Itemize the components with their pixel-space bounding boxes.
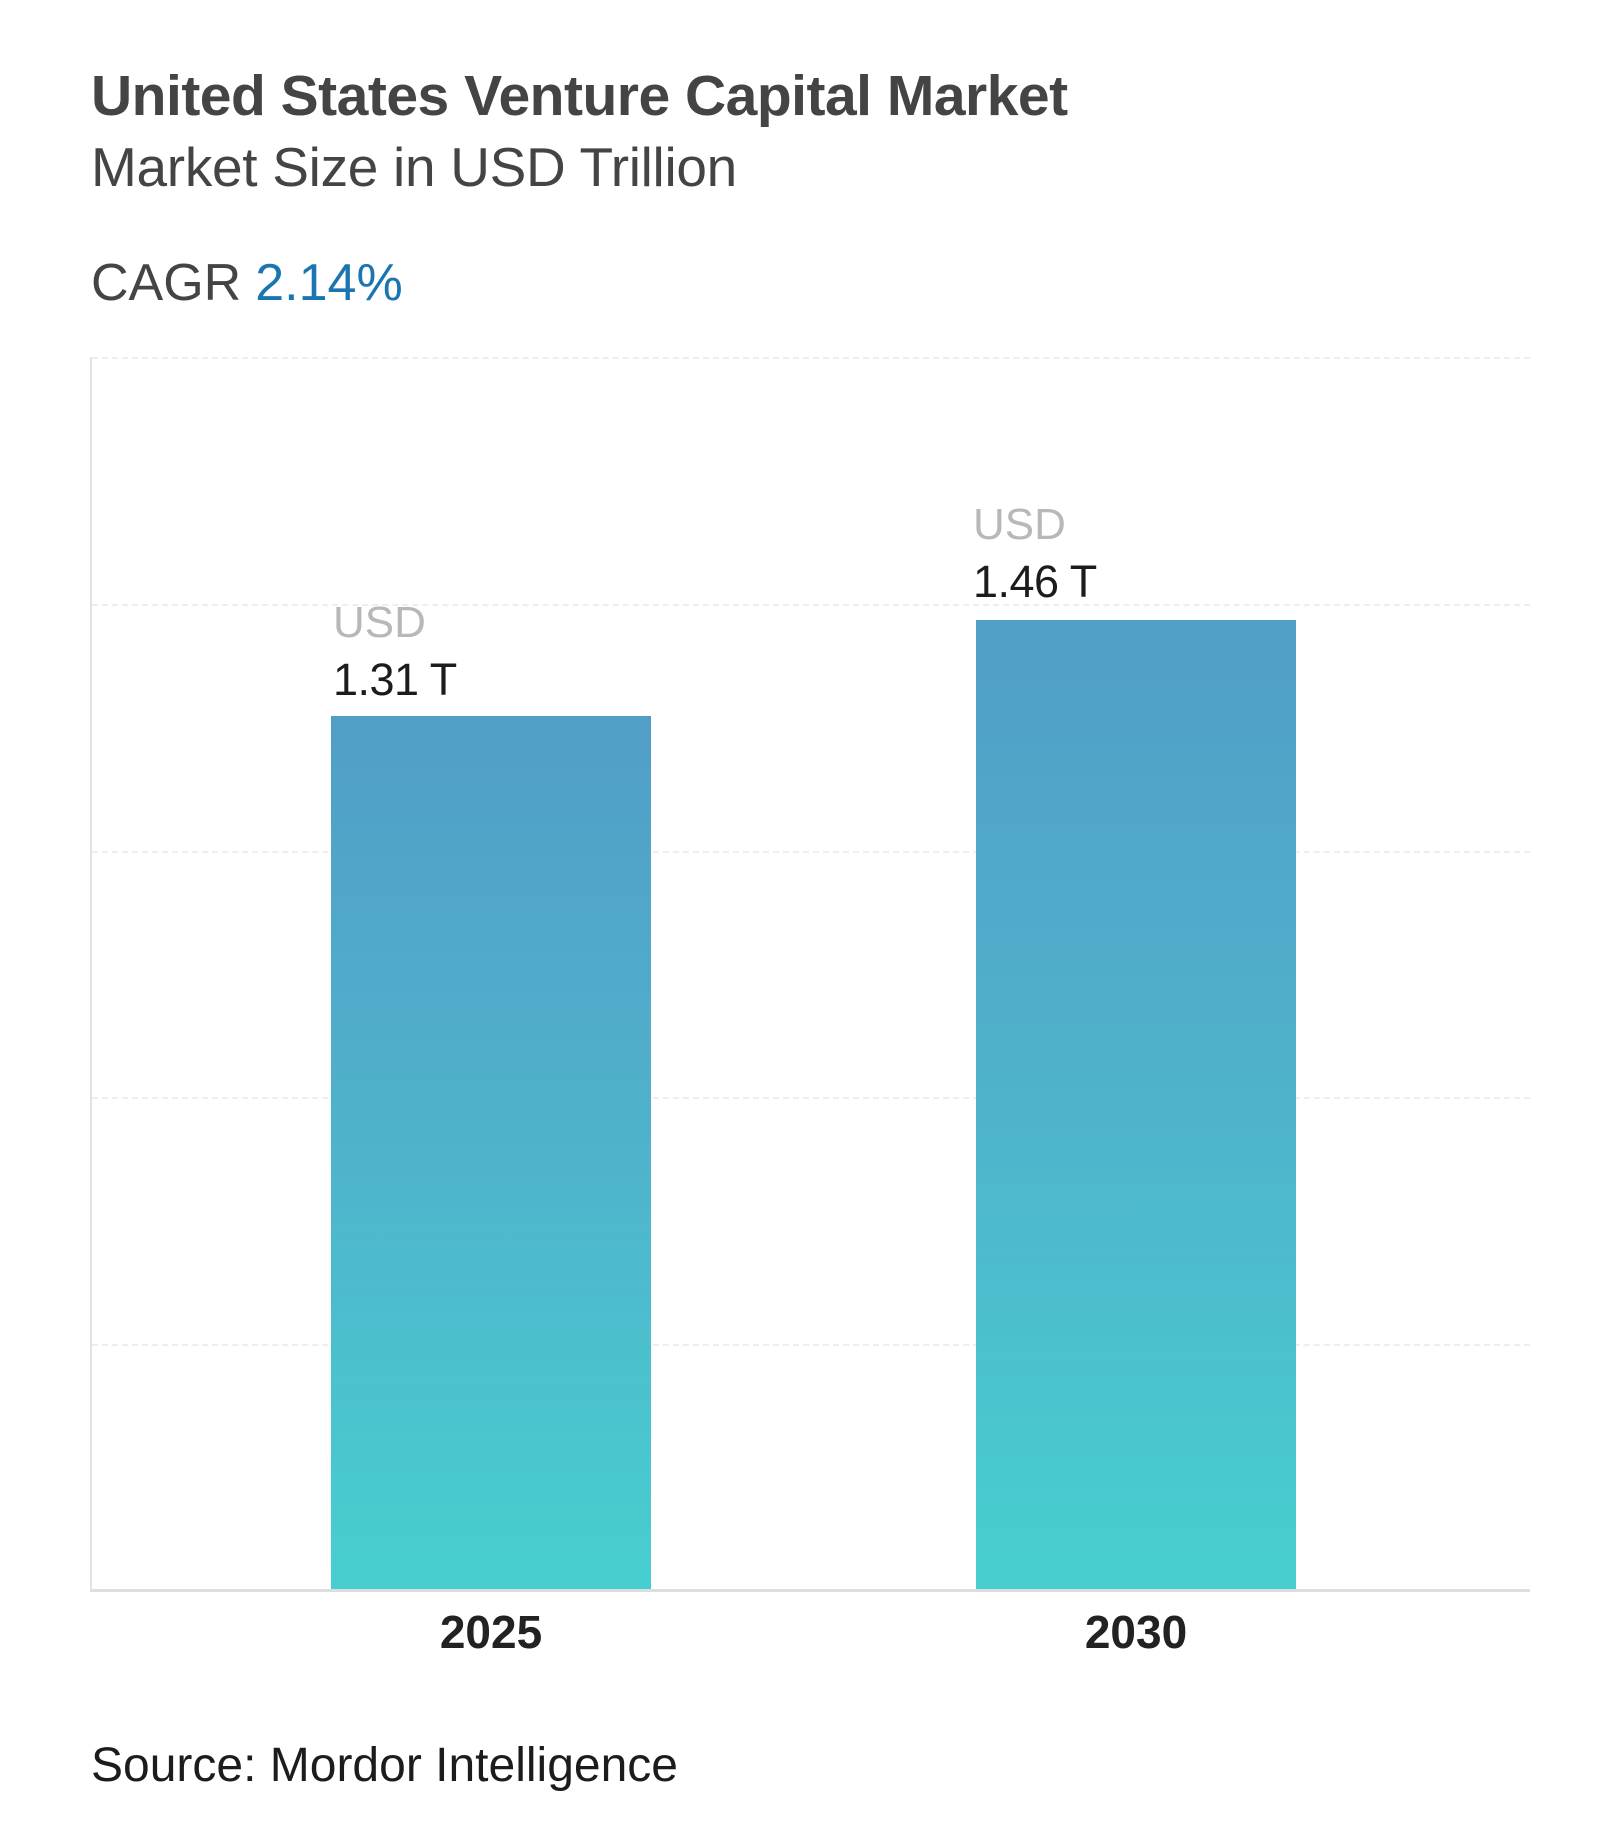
cagr-value: 2.14% bbox=[255, 254, 403, 312]
gridline bbox=[92, 604, 1530, 606]
x-tick-label-2025: 2025 bbox=[439, 1606, 543, 1658]
bar-label-2025: USD 1.31 T bbox=[333, 598, 457, 705]
cagr-annotation: CAGR 2.14% bbox=[91, 257, 403, 309]
bar-unit: USD bbox=[333, 598, 426, 647]
bar-unit: USD bbox=[973, 500, 1066, 549]
gridline bbox=[92, 1097, 1530, 1099]
bar-2025 bbox=[331, 716, 651, 1589]
chart-subtitle: Market Size in USD Trillion bbox=[91, 136, 737, 198]
x-tick-label-2030: 2030 bbox=[1084, 1606, 1188, 1658]
source-note: Source: Mordor Intelligence bbox=[91, 1739, 678, 1792]
bar-value: 1.46 T bbox=[973, 556, 1097, 607]
x-axis-line bbox=[90, 1589, 1530, 1592]
y-axis-line bbox=[90, 357, 92, 1591]
gridline bbox=[92, 851, 1530, 853]
gridline bbox=[92, 1344, 1530, 1346]
bar-2030 bbox=[976, 620, 1296, 1589]
chart-title: United States Venture Capital Market bbox=[91, 64, 1068, 128]
cagr-label: CAGR bbox=[91, 254, 242, 312]
bar-label-2030: USD 1.46 T bbox=[973, 500, 1097, 607]
plot-area: USD 1.31 T USD 1.46 T 2025 2030 bbox=[90, 357, 1530, 1655]
bar-value: 1.31 T bbox=[333, 654, 457, 705]
gridline bbox=[92, 357, 1530, 359]
